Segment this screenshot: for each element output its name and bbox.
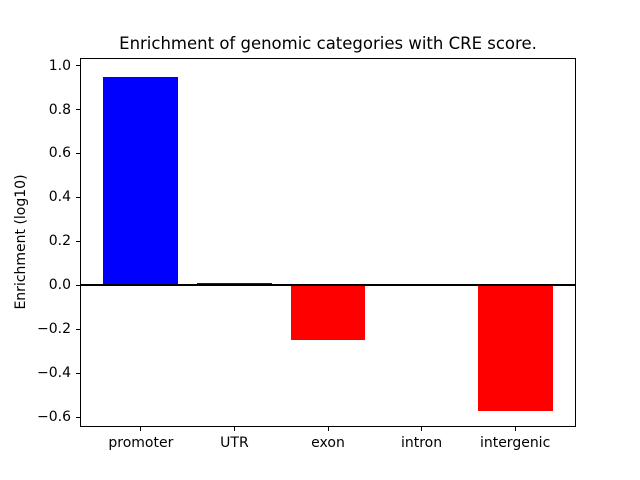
bar-intergenic bbox=[477, 285, 553, 411]
y-tick-mark bbox=[76, 109, 80, 111]
y-tick-mark bbox=[76, 240, 80, 242]
plot-area: 1.0 0.8 0.6 0.4 0.2 0.0 −0.2 −0.4 −0.6 promoter UT… bbox=[37, 58, 576, 451]
y-tick-mark bbox=[76, 328, 80, 330]
bar-exon bbox=[290, 285, 366, 341]
x-tick-mark bbox=[140, 427, 142, 431]
y-tick-label: 0.4 bbox=[48, 189, 71, 206]
x-tick-label-promoter: promoter bbox=[108, 435, 174, 451]
x-tick-label-exon: exon bbox=[311, 435, 345, 451]
y-tick-mark bbox=[76, 284, 80, 286]
y-tick-label: 0.8 bbox=[48, 101, 71, 118]
x-tick-mark bbox=[421, 427, 423, 431]
x-tick-label-intron: intron bbox=[400, 435, 443, 451]
y-tick-label: 0.6 bbox=[48, 145, 71, 162]
x-tick-mark bbox=[514, 427, 516, 431]
y-tick-mark bbox=[76, 196, 80, 198]
chart-title: Enrichment of genomic categories with CR… bbox=[119, 34, 537, 53]
y-tick-label: 1.0 bbox=[48, 57, 71, 74]
y-tick-label: 0.0 bbox=[48, 277, 71, 294]
y-tick-mark bbox=[76, 416, 80, 418]
bar-promoter bbox=[103, 76, 179, 286]
bar-UTR bbox=[197, 283, 272, 286]
y-tick-label: −0.2 bbox=[37, 321, 71, 338]
x-tick-label-intergenic: intergenic bbox=[479, 435, 551, 451]
x-tick-mark bbox=[327, 427, 329, 431]
y-tick-mark bbox=[76, 65, 80, 67]
y-tick-mark bbox=[76, 152, 80, 154]
x-tick-label-UTR: UTR bbox=[220, 435, 249, 451]
y-tick-label: −0.6 bbox=[37, 409, 71, 426]
y-tick-mark bbox=[76, 372, 80, 374]
y-tick-label: −0.4 bbox=[37, 365, 71, 382]
y-tick-label: 0.2 bbox=[48, 233, 71, 250]
zero-line bbox=[81, 284, 575, 287]
x-tick-mark bbox=[233, 427, 235, 431]
